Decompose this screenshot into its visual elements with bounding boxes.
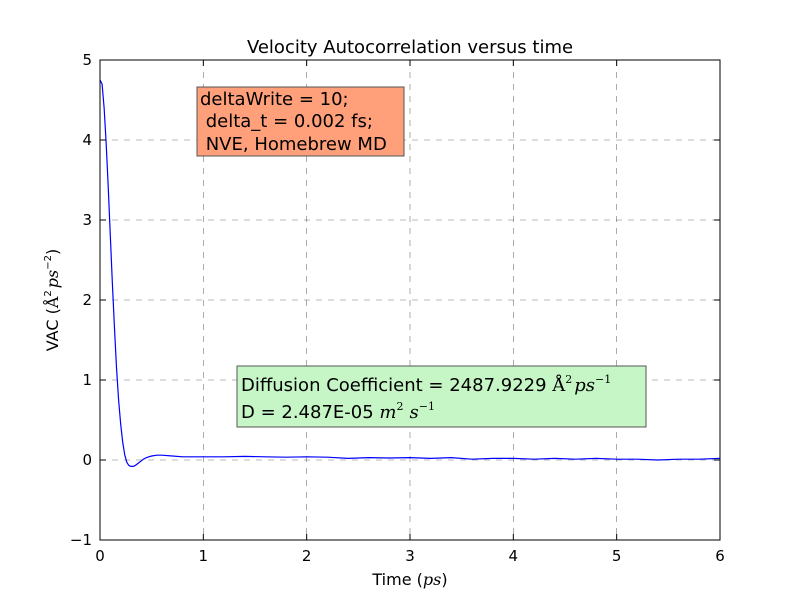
diffusion-annotation: Diffusion Coefficient = 2487.9229 Å2 ps−1… [236,365,647,428]
s-symbol: s [410,402,419,423]
angstrom-exponent: 2 [565,373,572,386]
y-tick-labels: −1 0 1 2 3 4 5 [70,51,92,549]
params-line-3: NVE, Homebrew MD [200,134,387,155]
x-tick-label-2: 2 [302,547,312,565]
y-tick-label-0: −1 [70,531,92,549]
x-axis-label-text: Time [371,570,416,589]
x-axis-paren-close: ) [441,570,447,589]
s-exponent: −1 [419,400,435,413]
x-tick-labels: 0 1 2 3 4 5 6 [95,547,725,565]
chart-title: Velocity Autocorrelation versus time [247,37,573,58]
x-axis-paren-open: ( [417,570,423,589]
diffusion-annotation-box [236,365,647,428]
x-axis-unit: ps [423,570,441,589]
x-tick-label-6: 6 [715,547,725,565]
diffusion-line-1: Diffusion Coefficient = 2487.9229 Å2 ps−1 [241,373,611,396]
x-tick-label-3: 3 [405,547,415,565]
x-axis-label: Time (ps) [371,570,447,589]
m-symbol: m [379,402,396,423]
y-tick-label-6: 5 [82,51,92,69]
y-tick-label-5: 4 [82,131,92,149]
y-axis-label-text: VAC [43,314,62,351]
params-annotation: deltaWrite = 10; delta_t = 0.002 fs; NVE… [196,86,405,157]
diffusion-coefficient-text: Diffusion Coefficient = 2487.9229 [241,375,552,396]
m-exponent: 2 [397,400,404,413]
y-tick-label-1: 0 [82,451,92,469]
y-axis-label: VAC (Å2 ps−2) [42,249,62,351]
angstrom-symbol: Å [551,374,566,396]
params-annotation-box [196,86,405,157]
ps-exponent: −1 [595,373,611,386]
plot-frame [99,59,721,541]
y-axis-angstrom: Å [42,296,62,309]
y-axis-paren-close: ) [43,249,62,255]
series-line-0 [99,79,721,467]
params-line-1: deltaWrite = 10; [200,89,349,110]
y-tick-label-2: 1 [82,371,92,389]
ps-symbol: ps [574,375,595,396]
y-axis-ps-exp: −2 [43,255,54,270]
params-line-2: delta_t = 0.002 fs; [200,111,373,132]
y-tick-label-3: 2 [82,291,92,309]
x-tick-label-5: 5 [612,547,622,565]
x-tick-label-0: 0 [95,547,105,565]
y-axis-ps: ps [43,270,62,288]
diffusion-d-text: D = 2.487E-05 [241,402,379,423]
y-tick-label-4: 3 [82,211,92,229]
x-tick-label-4: 4 [509,547,519,565]
series-layer [99,79,721,467]
y-axis-angstrom-exp: 2 [43,290,54,296]
diffusion-line-2: D = 2.487E-05 m2 s−1 [241,400,435,423]
y-axis-paren-open: ( [43,308,62,314]
x-tick-label-1: 1 [199,547,209,565]
